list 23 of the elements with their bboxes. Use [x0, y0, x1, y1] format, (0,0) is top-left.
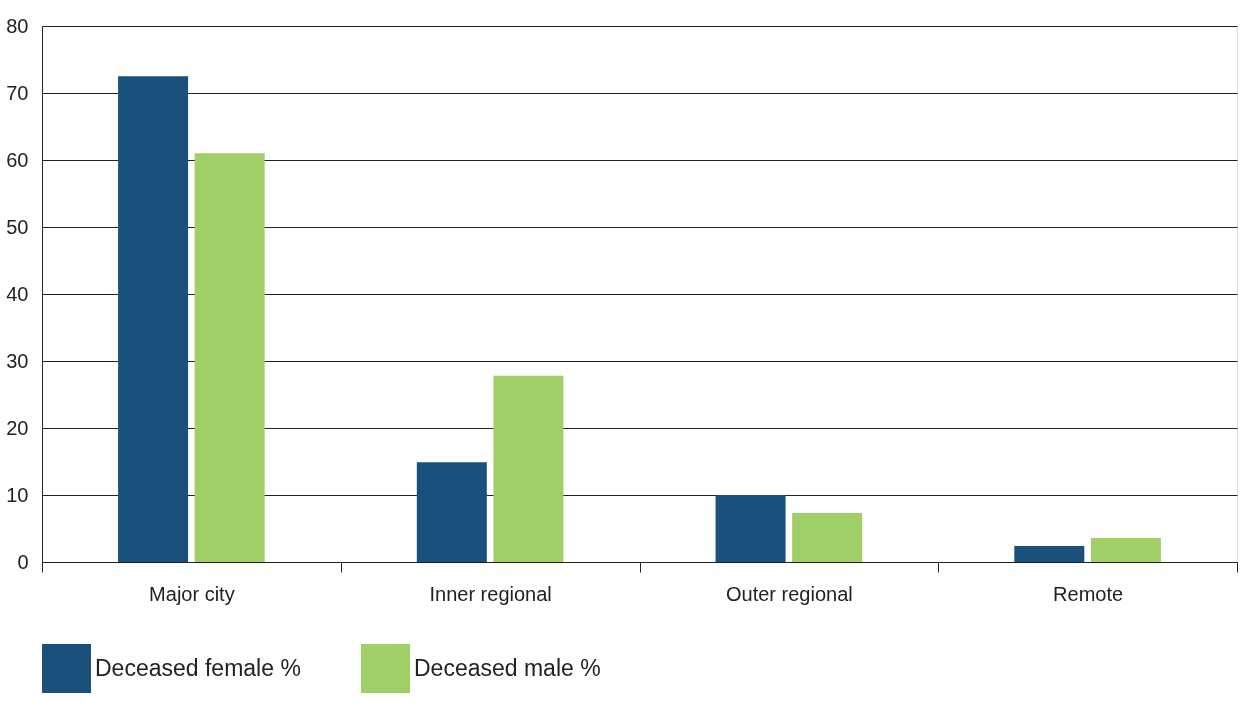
- bar: [1090, 537, 1161, 562]
- y-tick-label: 70: [6, 81, 29, 104]
- y-tick-label: 60: [6, 148, 29, 171]
- bar: [1014, 545, 1085, 562]
- bar: [416, 462, 487, 562]
- y-tick-label: 80: [6, 14, 29, 37]
- y-tick-label: 40: [6, 282, 29, 305]
- y-tick-label: 50: [6, 215, 29, 238]
- y-tick-label: 10: [6, 483, 29, 506]
- x-tick-label: Outer regional: [726, 582, 853, 605]
- legend-label: Deceased female %: [95, 654, 301, 681]
- bar: [194, 153, 265, 562]
- x-tick-label: Major city: [149, 582, 235, 605]
- bar: [493, 375, 564, 562]
- x-tick-label: Remote: [1053, 582, 1124, 605]
- legend-label: Deceased male %: [414, 654, 601, 681]
- bar: [715, 495, 786, 562]
- bar: [792, 513, 863, 562]
- y-tick-label: 0: [17, 550, 29, 573]
- x-tick-label: Inner regional: [429, 582, 552, 605]
- bar: [118, 76, 189, 562]
- y-tick-label: 20: [6, 416, 29, 439]
- y-tick-label: 30: [6, 349, 29, 372]
